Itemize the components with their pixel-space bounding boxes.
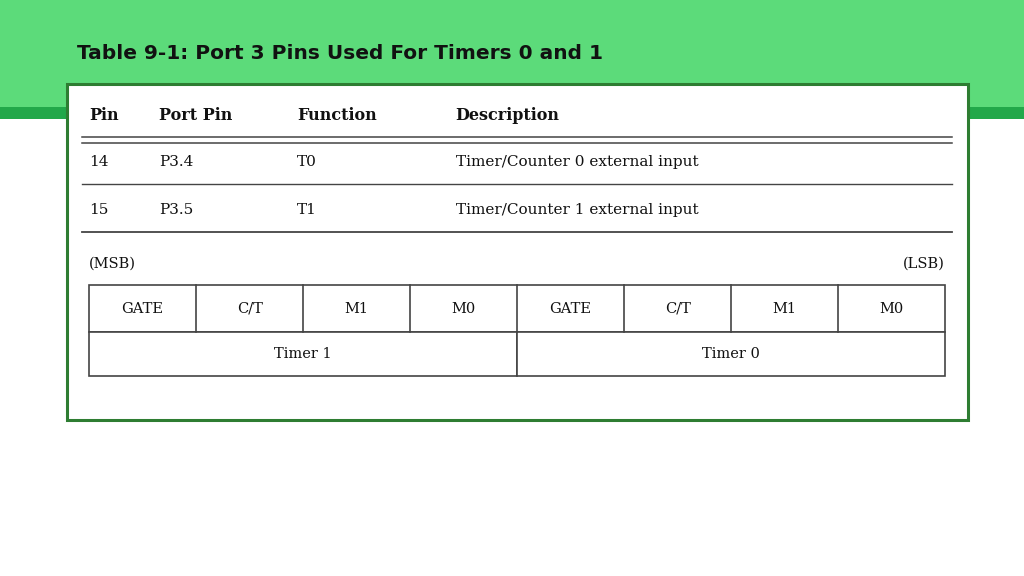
Text: Timer/Counter 0 external input: Timer/Counter 0 external input: [456, 156, 698, 169]
Text: C/T: C/T: [237, 302, 262, 316]
Bar: [67, 84, 968, 420]
Text: GATE: GATE: [550, 302, 592, 316]
Text: M0: M0: [880, 302, 904, 316]
Text: C/T: C/T: [665, 302, 690, 316]
Text: (MSB): (MSB): [89, 256, 136, 270]
Text: P3.4: P3.4: [159, 156, 194, 169]
Text: T0: T0: [297, 156, 316, 169]
Bar: [0, 0, 1024, 107]
Bar: [0, 119, 1024, 576]
Text: GATE: GATE: [122, 302, 164, 316]
Bar: [0, 107, 1024, 119]
Text: M1: M1: [773, 302, 797, 316]
Text: Description: Description: [456, 107, 560, 124]
Text: M0: M0: [452, 302, 476, 316]
Text: Pin: Pin: [89, 107, 119, 124]
Bar: [89, 332, 517, 376]
Text: (LSB): (LSB): [903, 256, 945, 270]
Bar: [517, 332, 945, 376]
Text: 15: 15: [89, 203, 109, 217]
Text: Function: Function: [297, 107, 377, 124]
Text: Timer/Counter 1 external input: Timer/Counter 1 external input: [456, 203, 698, 217]
Text: P3.5: P3.5: [159, 203, 193, 217]
Text: Port Pin: Port Pin: [159, 107, 232, 124]
Text: T1: T1: [297, 203, 316, 217]
Text: M1: M1: [345, 302, 369, 316]
Text: 14: 14: [89, 156, 109, 169]
Text: Timer 1: Timer 1: [274, 347, 332, 361]
Text: Table 9-1: Port 3 Pins Used For Timers 0 and 1: Table 9-1: Port 3 Pins Used For Timers 0…: [77, 44, 603, 63]
Bar: [89, 285, 945, 332]
Text: Timer 0: Timer 0: [702, 347, 760, 361]
